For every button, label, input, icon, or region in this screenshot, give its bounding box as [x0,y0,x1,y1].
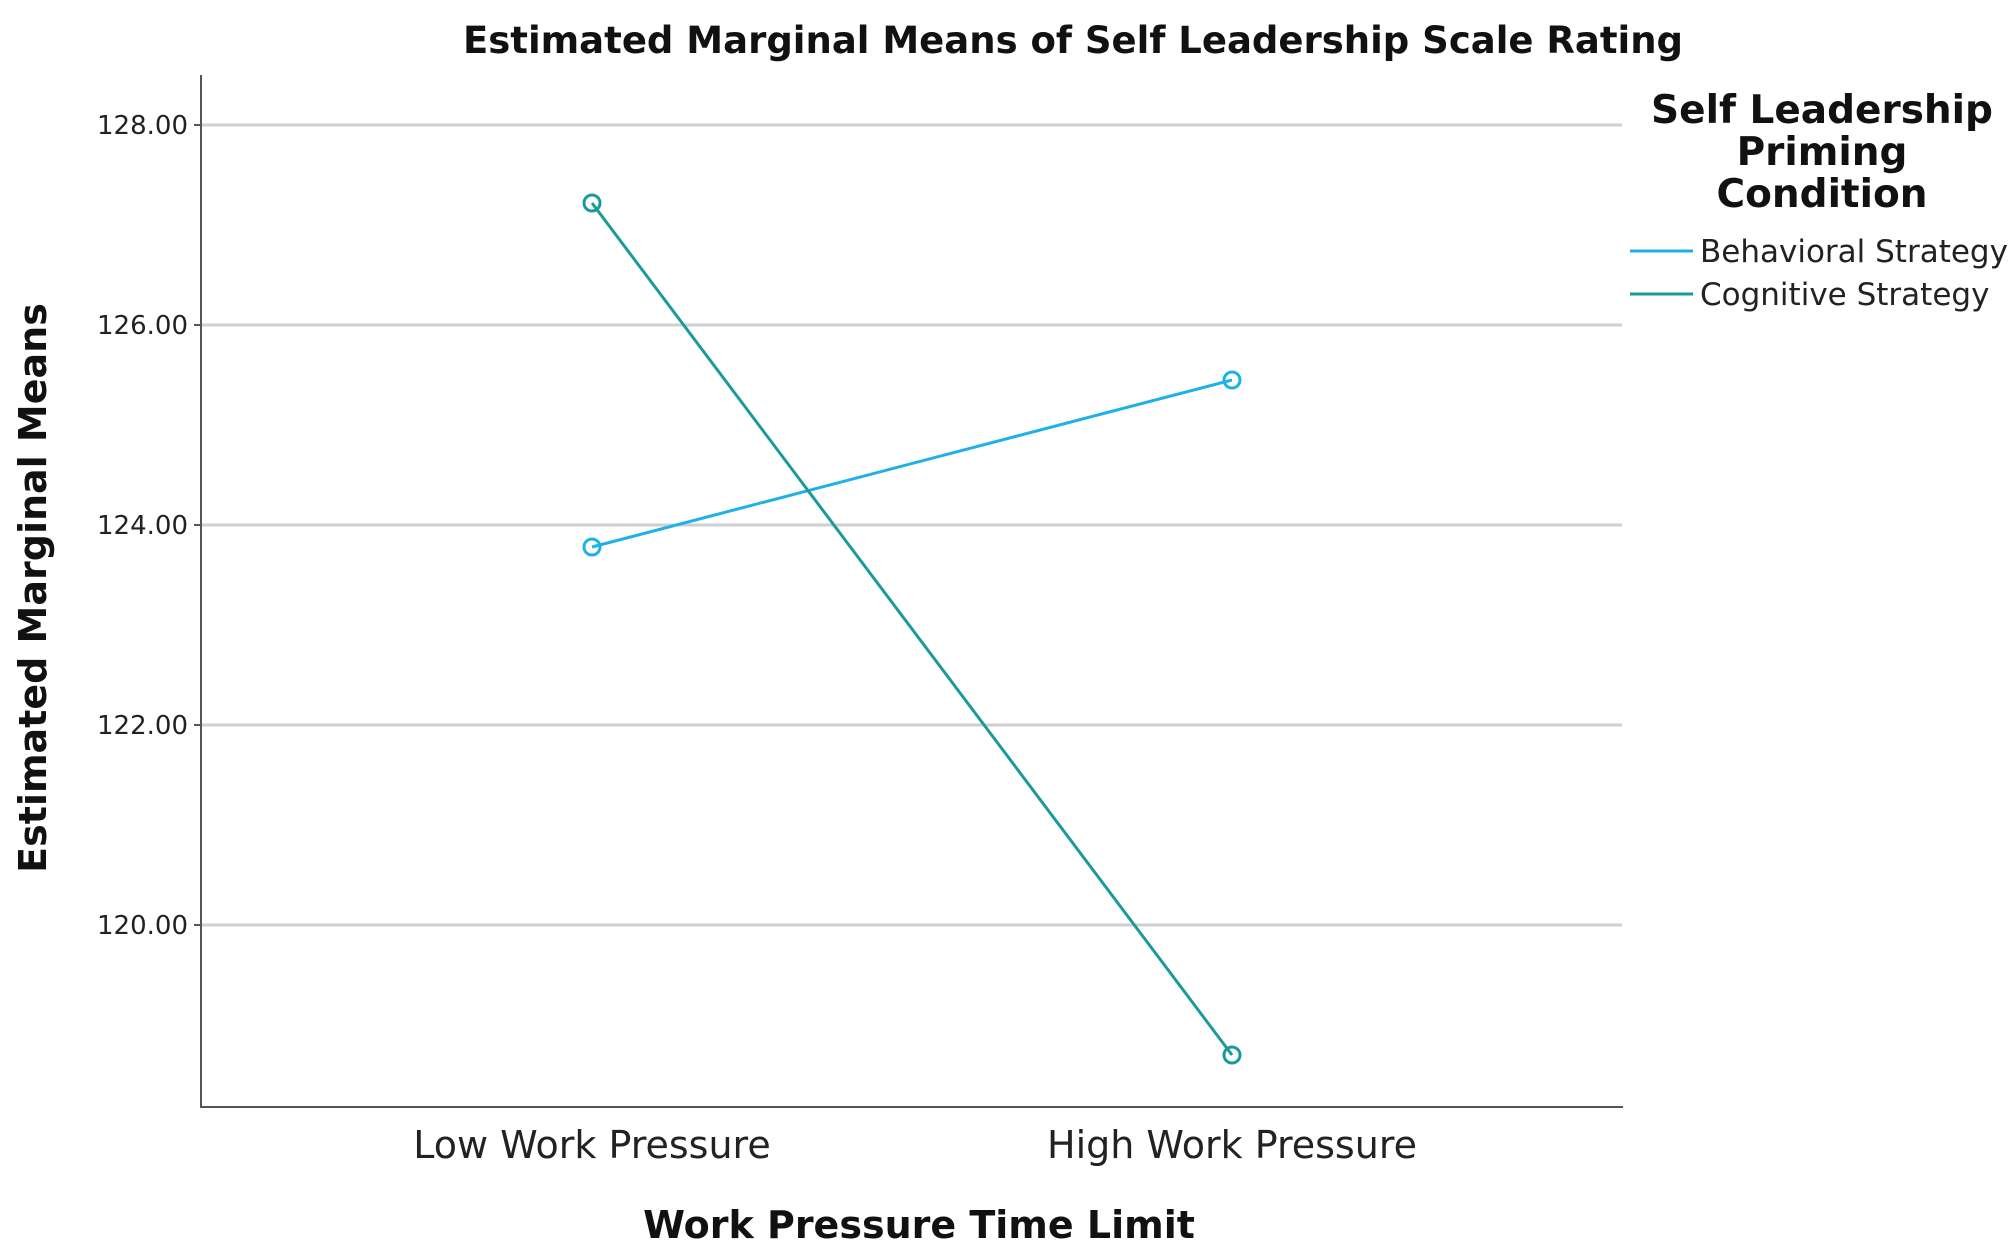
data-point-marker [1222,1045,1242,1065]
x-tick-label: High Work Pressure [1047,1123,1417,1167]
data-point-marker [582,537,602,557]
gridlines [194,123,1622,927]
y-tick-labels: 120.00 122.00 124.00 126.00 128.00 [97,111,188,941]
y-tick-label: 124.00 [97,511,188,541]
x-axis-title: Work Pressure Time Limit [643,1203,1195,1247]
legend-title-line-1: Self Leadership [1651,88,1993,133]
legend: Self Leadership Priming Condition Behavi… [1630,88,2008,313]
y-tick-label: 128.00 [97,111,188,141]
chart-title: Estimated Marginal Means of Self Leaders… [463,19,1683,62]
legend-title-line-2: Priming [1737,130,1908,175]
x-tick-labels: Low Work Pressure High Work Pressure [413,1123,1417,1167]
series [582,193,1242,1065]
x-tick-label: Low Work Pressure [413,1123,770,1167]
series-line [590,202,1234,1056]
legend-items: Behavioral Strategy Cognitive Strategy [1630,234,2008,313]
legend-label: Behavioral Strategy [1700,234,2008,270]
y-tick-label: 120.00 [97,911,188,941]
axes [200,75,1623,1108]
data-point-marker [1222,370,1242,390]
y-tick-label: 126.00 [97,311,188,341]
data-point-marker [582,193,602,213]
y-axis-title: Estimated Marginal Means [11,303,55,873]
series-line [591,378,1233,549]
y-tick-label: 122.00 [97,711,188,741]
legend-label: Cognitive Strategy [1700,277,1989,313]
legend-title-line-3: Condition [1716,172,1927,217]
